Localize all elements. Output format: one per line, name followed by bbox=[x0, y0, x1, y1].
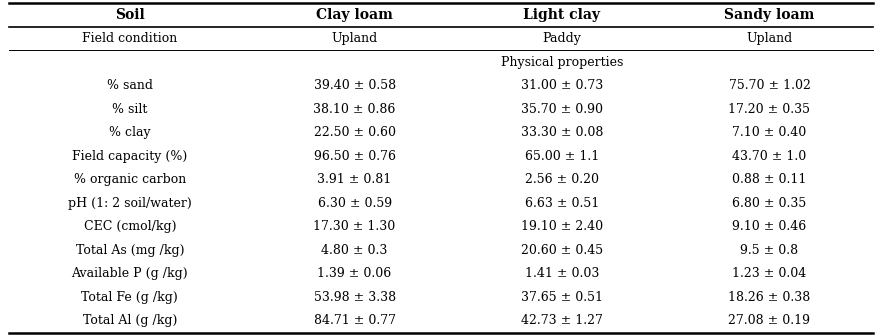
Text: Physical properties: Physical properties bbox=[501, 56, 624, 69]
Text: % organic carbon: % organic carbon bbox=[74, 173, 186, 186]
Text: 2.56 ± 0.20: 2.56 ± 0.20 bbox=[525, 173, 599, 186]
Text: 4.80 ± 0.3: 4.80 ± 0.3 bbox=[321, 244, 388, 257]
Text: 31.00 ± 0.73: 31.00 ± 0.73 bbox=[521, 79, 603, 92]
Text: Total As (mg /kg): Total As (mg /kg) bbox=[76, 244, 184, 257]
Text: Field condition: Field condition bbox=[82, 32, 177, 45]
Text: Paddy: Paddy bbox=[542, 32, 581, 45]
Text: 1.41 ± 0.03: 1.41 ± 0.03 bbox=[525, 267, 599, 280]
Text: 27.08 ± 0.19: 27.08 ± 0.19 bbox=[729, 314, 811, 327]
Text: Upland: Upland bbox=[332, 32, 377, 45]
Text: 38.10 ± 0.86: 38.10 ± 0.86 bbox=[313, 103, 396, 116]
Text: Sandy loam: Sandy loam bbox=[724, 8, 815, 22]
Text: Clay loam: Clay loam bbox=[316, 8, 393, 22]
Text: 37.65 ± 0.51: 37.65 ± 0.51 bbox=[521, 291, 603, 304]
Text: 84.71 ± 0.77: 84.71 ± 0.77 bbox=[314, 314, 395, 327]
Text: 6.80 ± 0.35: 6.80 ± 0.35 bbox=[732, 197, 806, 210]
Text: 65.00 ± 1.1: 65.00 ± 1.1 bbox=[525, 150, 599, 163]
Text: 9.5 ± 0.8: 9.5 ± 0.8 bbox=[740, 244, 798, 257]
Text: 17.30 ± 1.30: 17.30 ± 1.30 bbox=[313, 220, 396, 233]
Text: 9.10 ± 0.46: 9.10 ± 0.46 bbox=[732, 220, 806, 233]
Text: 75.70 ± 1.02: 75.70 ± 1.02 bbox=[729, 79, 811, 92]
Text: CEC (cmol/kg): CEC (cmol/kg) bbox=[84, 220, 176, 233]
Text: Field capacity (%): Field capacity (%) bbox=[72, 150, 188, 163]
Text: 1.23 ± 0.04: 1.23 ± 0.04 bbox=[732, 267, 806, 280]
Text: 17.20 ± 0.35: 17.20 ± 0.35 bbox=[729, 103, 811, 116]
Text: Soil: Soil bbox=[115, 8, 145, 22]
Text: 0.88 ± 0.11: 0.88 ± 0.11 bbox=[732, 173, 807, 186]
Text: Total Fe (g /kg): Total Fe (g /kg) bbox=[81, 291, 178, 304]
Text: 6.30 ± 0.59: 6.30 ± 0.59 bbox=[318, 197, 392, 210]
Text: Upland: Upland bbox=[746, 32, 793, 45]
Text: 33.30 ± 0.08: 33.30 ± 0.08 bbox=[521, 126, 603, 139]
Text: 43.70 ± 1.0: 43.70 ± 1.0 bbox=[732, 150, 806, 163]
Text: 18.26 ± 0.38: 18.26 ± 0.38 bbox=[729, 291, 811, 304]
Text: 22.50 ± 0.60: 22.50 ± 0.60 bbox=[314, 126, 395, 139]
Text: Light clay: Light clay bbox=[523, 8, 601, 22]
Text: 19.10 ± 2.40: 19.10 ± 2.40 bbox=[521, 220, 603, 233]
Text: 53.98 ± 3.38: 53.98 ± 3.38 bbox=[313, 291, 396, 304]
Text: Available P (g /kg): Available P (g /kg) bbox=[71, 267, 188, 280]
Text: 39.40 ± 0.58: 39.40 ± 0.58 bbox=[313, 79, 396, 92]
Text: 42.73 ± 1.27: 42.73 ± 1.27 bbox=[521, 314, 603, 327]
Text: 1.39 ± 0.06: 1.39 ± 0.06 bbox=[318, 267, 392, 280]
Text: 6.63 ± 0.51: 6.63 ± 0.51 bbox=[525, 197, 599, 210]
Text: 3.91 ± 0.81: 3.91 ± 0.81 bbox=[318, 173, 392, 186]
Text: 96.50 ± 0.76: 96.50 ± 0.76 bbox=[314, 150, 395, 163]
Text: % sand: % sand bbox=[107, 79, 153, 92]
Text: 35.70 ± 0.90: 35.70 ± 0.90 bbox=[521, 103, 603, 116]
Text: 7.10 ± 0.40: 7.10 ± 0.40 bbox=[732, 126, 806, 139]
Text: % clay: % clay bbox=[109, 126, 151, 139]
Text: pH (1: 2 soil/water): pH (1: 2 soil/water) bbox=[68, 197, 191, 210]
Text: % silt: % silt bbox=[112, 103, 147, 116]
Text: 20.60 ± 0.45: 20.60 ± 0.45 bbox=[521, 244, 603, 257]
Text: Total Al (g /kg): Total Al (g /kg) bbox=[83, 314, 177, 327]
